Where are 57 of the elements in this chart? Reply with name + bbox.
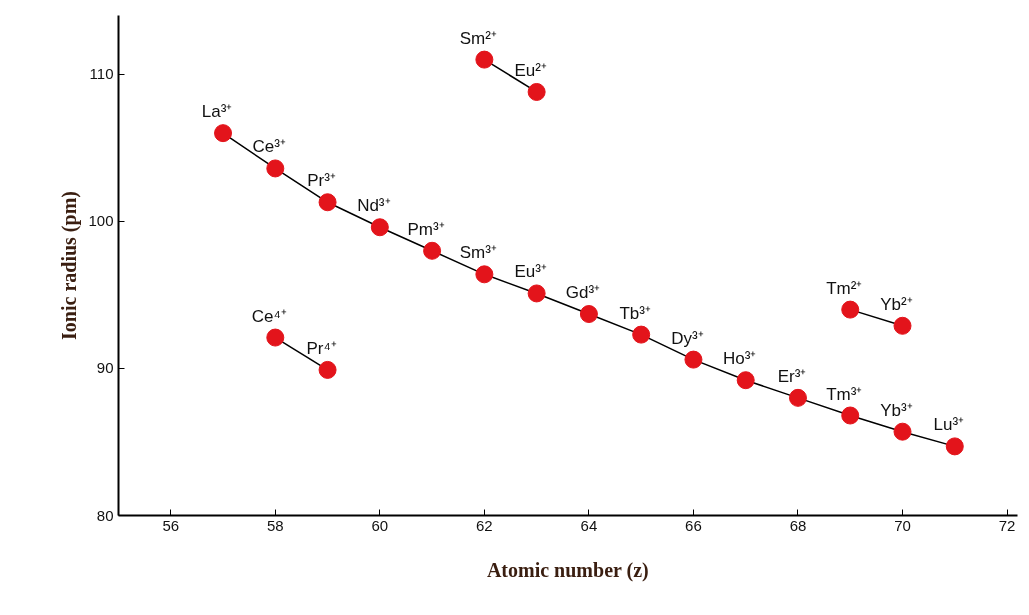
point [214,124,233,143]
point [893,422,912,441]
y-tick-label: 80 [96,506,114,524]
x-tick-label: 56 [162,516,180,534]
point [736,371,755,390]
point [475,50,494,69]
data-label: Pr³⁺ [307,171,336,191]
x-axis-title: Atomic number (z) [486,558,649,582]
point [423,241,442,260]
data-label: Tm²⁺ [826,278,863,298]
data-label: Ce³⁺ [252,137,287,157]
data-label: La³⁺ [201,102,233,122]
x-tick-label: 60 [371,516,389,534]
data-label: Pr⁴⁺ [306,338,337,358]
point [475,265,494,284]
point [788,388,807,407]
x-tick-label: 72 [998,516,1016,534]
point [945,437,964,456]
data-label: Tm³⁺ [826,384,863,404]
point [266,328,285,347]
data-label: Sm²⁺ [459,28,497,48]
data-label: Gd³⁺ [565,283,601,303]
data-label: Nd³⁺ [357,196,391,216]
point [684,350,703,369]
data-label: Ce⁴⁺ [251,306,287,326]
point [266,159,285,178]
data-label: Eu²⁺ [514,60,547,80]
data-label: Eu³⁺ [514,262,547,282]
x-tick-label: 58 [266,516,284,534]
x-tick-label: 70 [894,516,911,534]
point [893,316,912,335]
point [527,82,546,101]
y-tick-label: 100 [88,212,114,230]
y-axis-title: Ionic radius (pm) [58,191,82,340]
data-label: Pm³⁺ [407,219,445,239]
data-label: Lu³⁺ [933,415,965,435]
data-label: Sm³⁺ [459,243,497,263]
data-label: Er³⁺ [777,366,807,386]
x-tick-label: 64 [580,516,598,534]
x-tick-label: 66 [685,516,702,534]
x-tick-label: 68 [789,516,807,534]
y-tick-label: 90 [96,359,114,377]
y-tick-label: 110 [89,65,114,83]
point [370,218,389,237]
x-tick-label: 62 [476,516,493,534]
point [318,360,337,379]
point [841,300,860,319]
data-label: Tb³⁺ [619,303,651,323]
data-label: Yb²⁺ [880,294,913,314]
data-label: Dy³⁺ [671,328,704,348]
point [579,305,598,324]
data-label: Yb³⁺ [880,400,913,420]
point [527,284,546,303]
data-label: Ho³⁺ [723,349,757,369]
point [841,406,860,425]
point [318,193,337,212]
point [632,325,651,344]
